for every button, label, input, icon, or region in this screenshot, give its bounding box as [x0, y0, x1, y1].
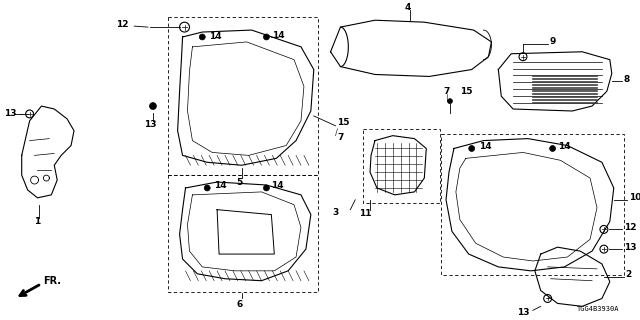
Text: 7: 7	[444, 87, 450, 96]
Circle shape	[447, 99, 452, 104]
Circle shape	[199, 34, 205, 40]
Text: 5: 5	[237, 178, 243, 187]
Bar	[168, 17, 317, 175]
Text: 14: 14	[214, 181, 227, 190]
Text: 12: 12	[116, 20, 129, 29]
Circle shape	[204, 185, 210, 191]
Text: 13: 13	[623, 243, 636, 252]
Text: FR.: FR.	[44, 276, 61, 286]
Text: 14: 14	[273, 30, 285, 39]
Text: 11: 11	[359, 209, 371, 218]
Text: 13: 13	[144, 120, 156, 129]
Text: 4: 4	[404, 3, 411, 12]
Circle shape	[264, 34, 269, 40]
Text: TGG4B3930A: TGG4B3930A	[577, 306, 620, 312]
Bar	[441, 134, 623, 275]
Text: 14: 14	[209, 32, 222, 42]
Text: 15: 15	[337, 118, 350, 127]
Circle shape	[468, 146, 475, 151]
Text: 13: 13	[4, 109, 17, 118]
Text: 13: 13	[517, 308, 529, 317]
Text: 7: 7	[337, 133, 344, 142]
Bar	[168, 175, 317, 292]
Text: 8: 8	[623, 75, 630, 84]
Circle shape	[264, 185, 269, 191]
Circle shape	[150, 103, 156, 109]
Text: 14: 14	[559, 142, 571, 151]
Text: 9: 9	[550, 37, 556, 46]
Text: 14: 14	[479, 142, 492, 151]
Text: 6: 6	[237, 300, 243, 309]
Text: 14: 14	[271, 181, 284, 190]
Text: 1: 1	[35, 217, 40, 226]
Text: 15: 15	[460, 87, 472, 96]
Bar	[363, 129, 440, 203]
Text: 10: 10	[628, 193, 640, 202]
Circle shape	[550, 146, 556, 151]
Text: 3: 3	[332, 208, 339, 217]
Text: 12: 12	[623, 223, 636, 232]
Text: 2: 2	[626, 270, 632, 279]
